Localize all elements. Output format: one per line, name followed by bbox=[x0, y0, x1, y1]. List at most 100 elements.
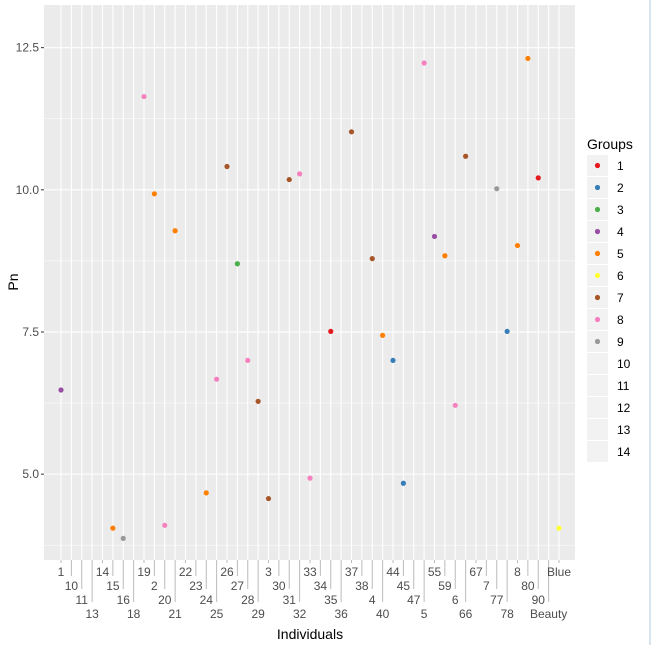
y-axis: 5.0 7.5 10.0 12.5 bbox=[16, 41, 44, 481]
data-point bbox=[514, 242, 521, 249]
data-point bbox=[400, 480, 406, 486]
gridlines bbox=[44, 5, 575, 560]
data-point bbox=[463, 153, 469, 159]
data-point bbox=[120, 535, 126, 541]
x-tick-label: 14 bbox=[96, 565, 110, 579]
x-tick-label: 8 bbox=[514, 565, 521, 579]
x-tick-label: 3 bbox=[265, 565, 272, 579]
y-axis-title: Pn bbox=[5, 273, 21, 290]
legend-label: 12 bbox=[617, 401, 631, 415]
x-tick-label: 10 bbox=[65, 579, 79, 593]
x-tick-label: 37 bbox=[345, 565, 359, 579]
legend-label: 6 bbox=[617, 269, 624, 283]
x-axis: 1101113141516181922021222324252627282933… bbox=[58, 560, 571, 621]
y-tick-label: 10.0 bbox=[16, 183, 40, 197]
x-tick-label: 26 bbox=[220, 565, 234, 579]
legend-point bbox=[594, 206, 601, 213]
x-tick-label: 7 bbox=[483, 579, 490, 593]
x-tick-label: 5 bbox=[421, 607, 428, 621]
x-tick-label: 19 bbox=[137, 565, 151, 579]
data-point bbox=[431, 233, 438, 240]
legend-key bbox=[587, 353, 608, 374]
data-point bbox=[328, 328, 334, 335]
x-tick-label: 90 bbox=[532, 593, 546, 607]
legend-label: 1 bbox=[617, 159, 624, 173]
x-tick-label: 59 bbox=[438, 579, 452, 593]
x-tick-label: 38 bbox=[355, 579, 369, 593]
x-tick-label: 1 bbox=[58, 565, 65, 579]
x-tick-label: 29 bbox=[251, 607, 265, 621]
legend-point bbox=[594, 250, 601, 257]
data-point bbox=[504, 328, 510, 335]
data-point bbox=[525, 55, 531, 62]
x-tick-label: 40 bbox=[376, 607, 390, 621]
legend-point bbox=[594, 316, 601, 323]
legend-label: 4 bbox=[617, 225, 624, 239]
x-tick-label: 15 bbox=[106, 579, 120, 593]
x-tick-label: 55 bbox=[428, 565, 442, 579]
data-point bbox=[110, 525, 116, 531]
x-tick-label: 13 bbox=[85, 607, 99, 621]
x-tick-label: 78 bbox=[500, 607, 514, 621]
x-tick-label: 23 bbox=[189, 579, 203, 593]
x-tick-label: 67 bbox=[469, 565, 483, 579]
data-point bbox=[141, 93, 147, 100]
data-point bbox=[452, 402, 458, 408]
legend-point bbox=[594, 338, 601, 345]
legend-key bbox=[587, 375, 608, 396]
x-tick-label: 44 bbox=[386, 565, 400, 579]
data-point bbox=[369, 256, 375, 262]
legend-point bbox=[594, 228, 601, 235]
x-tick-label: 6 bbox=[452, 593, 459, 607]
data-point bbox=[224, 163, 230, 170]
x-tick-label: Beauty bbox=[530, 607, 567, 621]
x-tick-label: 22 bbox=[179, 565, 193, 579]
y-tick-label: 12.5 bbox=[16, 41, 40, 55]
data-point bbox=[390, 357, 396, 364]
x-tick-label: 32 bbox=[293, 607, 307, 621]
legend-label: 10 bbox=[617, 357, 631, 371]
data-point bbox=[556, 525, 562, 531]
points bbox=[58, 55, 562, 541]
x-tick-label: 33 bbox=[303, 565, 317, 579]
data-point bbox=[172, 228, 178, 234]
data-point bbox=[214, 376, 220, 382]
y-tick-label: 5.0 bbox=[22, 467, 39, 481]
data-point bbox=[535, 175, 541, 181]
x-tick-label: 27 bbox=[231, 579, 245, 593]
data-point bbox=[442, 253, 448, 259]
x-tick-label: 34 bbox=[314, 579, 328, 593]
legend-key bbox=[587, 419, 608, 440]
x-tick-label: 4 bbox=[369, 593, 376, 607]
legend-title: Groups bbox=[587, 136, 633, 152]
x-axis-title: Individuals bbox=[277, 626, 343, 642]
legend-label: 5 bbox=[617, 247, 624, 261]
x-tick-label: 11 bbox=[76, 593, 89, 607]
x-tick-label: 21 bbox=[168, 607, 182, 621]
data-point bbox=[203, 490, 209, 496]
x-tick-label: 18 bbox=[127, 607, 141, 621]
data-point bbox=[265, 495, 272, 502]
x-tick-label: 2 bbox=[151, 579, 158, 593]
legend-label: 13 bbox=[617, 423, 631, 437]
legend-label: 2 bbox=[617, 181, 624, 195]
x-tick-label: 47 bbox=[407, 593, 421, 607]
legend-label: 9 bbox=[617, 335, 624, 349]
data-point bbox=[234, 261, 240, 267]
x-tick-label: 77 bbox=[490, 593, 504, 607]
data-point bbox=[380, 332, 386, 338]
x-tick-label: 80 bbox=[521, 579, 535, 593]
x-tick-label: 16 bbox=[117, 593, 131, 607]
data-point bbox=[348, 129, 355, 135]
legend-label: 3 bbox=[617, 203, 624, 217]
x-tick-label: 36 bbox=[334, 607, 348, 621]
data-point bbox=[307, 475, 313, 481]
legend-point bbox=[594, 294, 601, 301]
x-tick-label: 28 bbox=[241, 593, 255, 607]
data-point bbox=[151, 191, 157, 197]
legend-label: 7 bbox=[617, 291, 624, 305]
data-point bbox=[421, 60, 427, 66]
legend-label: 11 bbox=[617, 379, 630, 393]
legend-point bbox=[594, 162, 601, 169]
x-tick-label: 25 bbox=[210, 607, 224, 621]
